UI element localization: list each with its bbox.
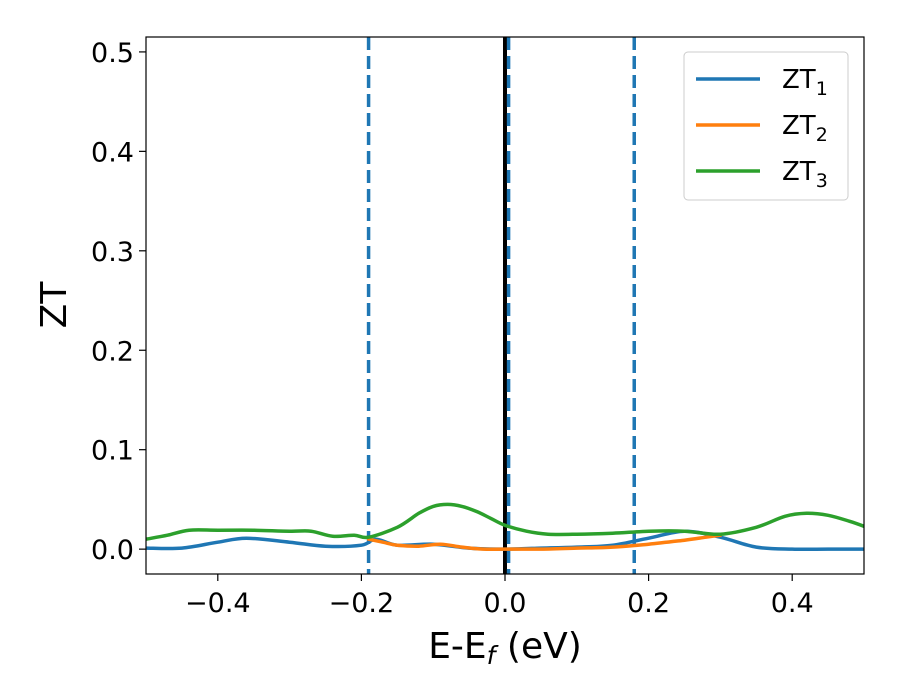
x-tick-label: −0.4 [185,588,251,619]
y-tick-label: 0.1 [91,436,134,467]
x-axis-ticks: −0.4 −0.2 0.0 0.2 0.4 [185,574,814,619]
y-tick-label: 0.2 [91,336,134,367]
x-tick-label: 0.0 [484,588,527,619]
legend-label-main: ZT [782,65,816,95]
x-axis-label: E-Ef (eV) [428,626,582,670]
y-tick-label: 0.4 [91,137,134,168]
x-axis-label-unit: (eV) [495,626,581,667]
y-tick-label: 0.0 [91,535,134,566]
legend-label-subscript: 3 [816,170,828,192]
legend-label-3: ZT3 [782,157,828,192]
legend-box [683,51,849,201]
reference-lines [366,37,636,574]
x-tick-label: 0.2 [627,588,670,619]
y-tick-label: 0.5 [91,38,134,69]
legend-label-main: ZT [782,157,816,187]
legend-label-1: ZT1 [782,65,828,100]
y-axis-label: ZT [34,281,75,329]
y-tick-label: 0.3 [91,237,134,268]
legend-label-subscript: 1 [816,78,828,100]
series-line-2 [366,533,723,552]
series-lines [146,502,864,552]
y-axis-ticks: 0.0 0.1 0.2 0.3 0.4 0.5 [91,38,146,566]
series-line-3 [146,502,864,541]
legend-label-main: ZT [782,111,816,141]
x-tick-label: −0.2 [329,588,395,619]
legend-label-subscript: 2 [816,124,828,146]
x-tick-label: 0.4 [771,588,814,619]
x-axis-label-main: E-E [428,626,486,667]
legend-label-2: ZT2 [782,111,828,146]
